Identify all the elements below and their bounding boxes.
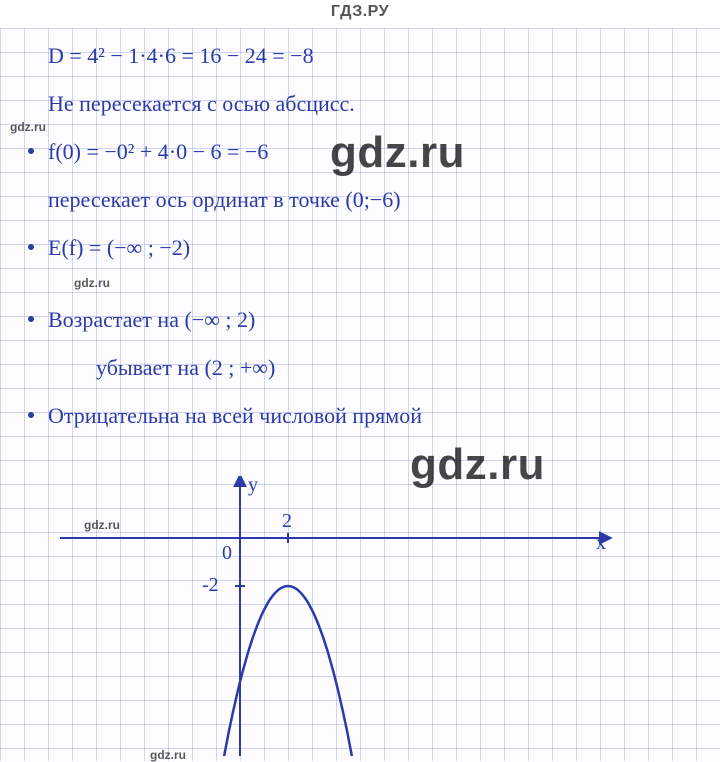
- text-line-6: Возрастает на (−∞ ; 2): [48, 308, 696, 332]
- x-tick-label: 2: [282, 510, 292, 533]
- text-line-3: f(0) = −0² + 4·0 − 6 = −6: [48, 140, 696, 164]
- y-tick-label: -2: [202, 574, 219, 597]
- text-line-5: E(f) = (−∞ ; −2): [48, 236, 696, 260]
- bullet-2: [28, 244, 34, 250]
- x-axis-label: x: [596, 532, 606, 555]
- text-line-4: пересекает ось ординат в точке (0;−6): [48, 188, 696, 212]
- text-line-1: D = 4² − 1·4·6 = 16 − 24 = −8: [48, 44, 696, 68]
- bullet-3: [28, 316, 34, 322]
- origin-label: 0: [222, 542, 232, 565]
- header-text: ГДЗ.РУ: [331, 3, 389, 20]
- y-axis-label: y: [248, 474, 258, 497]
- bullet-4: [28, 412, 34, 418]
- text-line-7: убывает на (2 ; +∞): [96, 356, 696, 380]
- page-header: ГДЗ.РУ: [0, 0, 720, 28]
- function-plot: y x 0 2 -2: [60, 476, 620, 756]
- text-line-8: Отрицательна на всей числовой прямой: [48, 404, 696, 428]
- bullet-1: [28, 148, 34, 154]
- text-line-2: Не пересекается с осью абсцисс.: [48, 92, 696, 116]
- plot-svg: [60, 476, 620, 756]
